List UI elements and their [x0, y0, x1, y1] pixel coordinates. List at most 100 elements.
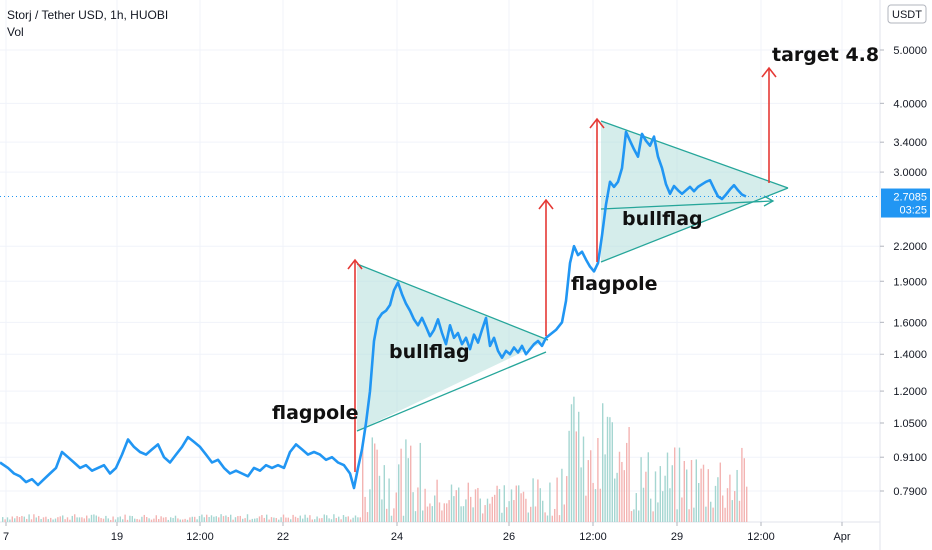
volume-bar — [582, 436, 585, 522]
volume-bar — [443, 503, 445, 522]
volume-bar — [446, 503, 448, 522]
volume-bar — [78, 517, 81, 522]
volume-bar — [362, 447, 364, 522]
volume-bar — [213, 516, 215, 522]
volume-bar — [662, 491, 664, 522]
volume-bar — [273, 517, 275, 522]
volume-bar — [107, 518, 109, 522]
volume-bar — [287, 517, 289, 522]
price-tick-label: 2.2000 — [893, 241, 927, 253]
volume-bar — [585, 495, 587, 522]
volume-bar — [45, 516, 47, 522]
volume-bar — [683, 460, 685, 522]
bullflag-1-area — [357, 264, 548, 431]
volume-bar — [664, 475, 666, 522]
volume-bar — [122, 519, 124, 522]
volume-bar — [174, 515, 177, 522]
volume-bar — [138, 519, 141, 522]
volume-bar — [35, 517, 37, 522]
projection-arrow-2-head — [761, 66, 777, 78]
time-tick-label: 12:00 — [186, 531, 214, 543]
volume-bar — [398, 464, 400, 522]
volume-bar — [350, 519, 352, 522]
target-label: target 4.8 — [772, 44, 880, 66]
volume-bar — [520, 493, 522, 522]
volume-bar — [167, 519, 169, 522]
volume-bar — [357, 517, 359, 522]
bullflag-2-upper — [600, 120, 789, 189]
volume-bar — [518, 485, 520, 522]
volume-bar — [710, 501, 712, 522]
volume-bar — [467, 482, 469, 522]
price-axis[interactable]: 5.0000 4.0000 3.4000 3.0000 2.2000 1.9000 1.60… — [880, 0, 932, 550]
volume-bar — [654, 471, 657, 522]
volume-bar — [690, 460, 693, 522]
volume-bar — [609, 417, 611, 522]
volume-bar — [472, 507, 474, 522]
volume-bar — [503, 485, 505, 522]
volume-bar — [30, 519, 33, 522]
volume-bar — [254, 518, 256, 522]
volume-bar — [112, 516, 114, 522]
currency-badge — [887, 4, 927, 24]
volume-bar — [486, 498, 489, 522]
volume-bar — [681, 497, 683, 522]
volume-bar — [525, 498, 527, 522]
volume-bar — [208, 517, 210, 522]
volume-bar — [580, 467, 582, 522]
volume-bar — [417, 487, 419, 522]
volume-bar — [738, 500, 741, 522]
time-tick-label: 7 — [3, 531, 9, 543]
price-series-line — [0, 130, 747, 490]
bullflag-2-mid — [600, 200, 773, 210]
volume-bar — [489, 503, 491, 522]
volume-bar — [405, 439, 407, 522]
volume-bar — [244, 518, 246, 522]
volume-bar — [570, 404, 573, 522]
volume-bar — [278, 519, 280, 522]
volume-bar — [237, 516, 239, 522]
volume-bar — [604, 454, 606, 522]
volume-bar — [136, 518, 138, 522]
volume-bar — [537, 479, 539, 522]
volume-bar — [14, 518, 16, 522]
volume-bar — [714, 485, 717, 522]
volume-bar — [554, 508, 556, 522]
symbol-title[interactable]: Storj / Tether USD, 1h, HUOBI — [7, 8, 169, 22]
volume-bar — [515, 485, 517, 522]
volume-bar — [21, 515, 23, 522]
volume-bar — [338, 516, 340, 522]
volume-bar — [746, 486, 748, 522]
volume-bar — [736, 469, 738, 522]
volume-bar — [388, 478, 390, 522]
volume-bar — [88, 518, 90, 522]
price-tick-label: 3.4000 — [893, 137, 927, 149]
volume-bar — [539, 488, 541, 522]
volume-bar — [16, 516, 18, 522]
volume-bar — [556, 477, 558, 522]
time-axis[interactable]: 7 19 12:00 22 24 26 12:00 29 12:00 Apr — [3, 522, 851, 543]
volume-bar — [189, 517, 191, 522]
flagpole-label-1: flagpole — [272, 402, 359, 424]
volume-bar — [95, 515, 97, 522]
volume-bar — [676, 509, 678, 522]
volume-bar — [50, 517, 52, 522]
volume-bar — [731, 500, 733, 522]
volume-bar — [218, 517, 220, 522]
volume-bar — [90, 514, 93, 522]
volume-bar — [563, 504, 565, 522]
volume-bar — [702, 464, 705, 522]
countdown-value: 03:25 — [899, 205, 927, 217]
volume-bar — [155, 515, 157, 522]
volume-bar — [2, 517, 4, 522]
price-tick-label: 1.6000 — [893, 317, 927, 329]
volume-indicator-label[interactable]: Vol — [7, 25, 24, 39]
volume-bar — [618, 451, 621, 522]
volume-bar — [210, 515, 213, 522]
volume-bar — [172, 517, 174, 522]
volume-bar — [179, 519, 181, 522]
volume-bar — [506, 507, 508, 522]
volume-bar — [426, 506, 429, 522]
flagpole-arrow-2-head — [589, 117, 605, 129]
